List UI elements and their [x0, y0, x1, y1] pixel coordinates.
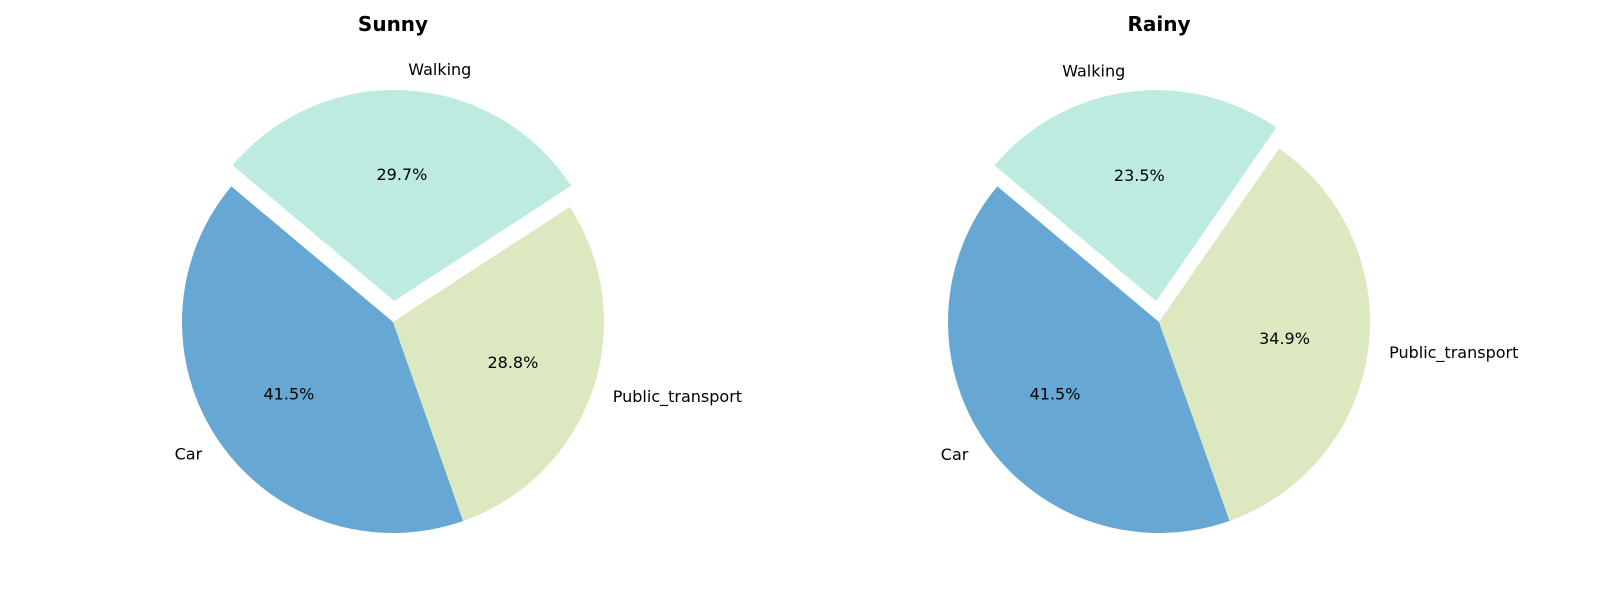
pie-slice-walking [232, 89, 572, 301]
chart-title: Sunny [358, 12, 428, 36]
pie-chart-sunny: Sunny 41.5% Car 28.8% Public_transport 29.7%… [175, 12, 742, 533]
slice-percent-label: 28.8% [487, 353, 538, 372]
slice-category-label: Car [175, 445, 203, 464]
pie-slice-walking [994, 90, 1277, 302]
slice-percent-label: 41.5% [264, 385, 315, 404]
slice-category-label: Walking [408, 60, 471, 79]
slice-category-label: Public_transport [1389, 343, 1518, 363]
slice-percent-label: 34.9% [1259, 329, 1310, 348]
pie-slice-public-transport [1159, 148, 1370, 521]
pie-slice-car [947, 186, 1230, 533]
chart-title: Rainy [1127, 12, 1190, 36]
slice-percent-label: 29.7% [376, 165, 427, 184]
pie-slice-public-transport [393, 206, 604, 522]
slice-category-label: Walking [1062, 62, 1125, 81]
slice-category-label: Car [941, 445, 969, 464]
pie-slice-car [182, 186, 464, 533]
slice-percent-label: 23.5% [1114, 166, 1165, 185]
slice-percent-label: 41.5% [1030, 385, 1081, 404]
slice-category-label: Public_transport [613, 387, 742, 407]
pie-chart-rainy: Rainy 41.5% Car 34.9% Public_transport 23.5%… [941, 12, 1518, 533]
